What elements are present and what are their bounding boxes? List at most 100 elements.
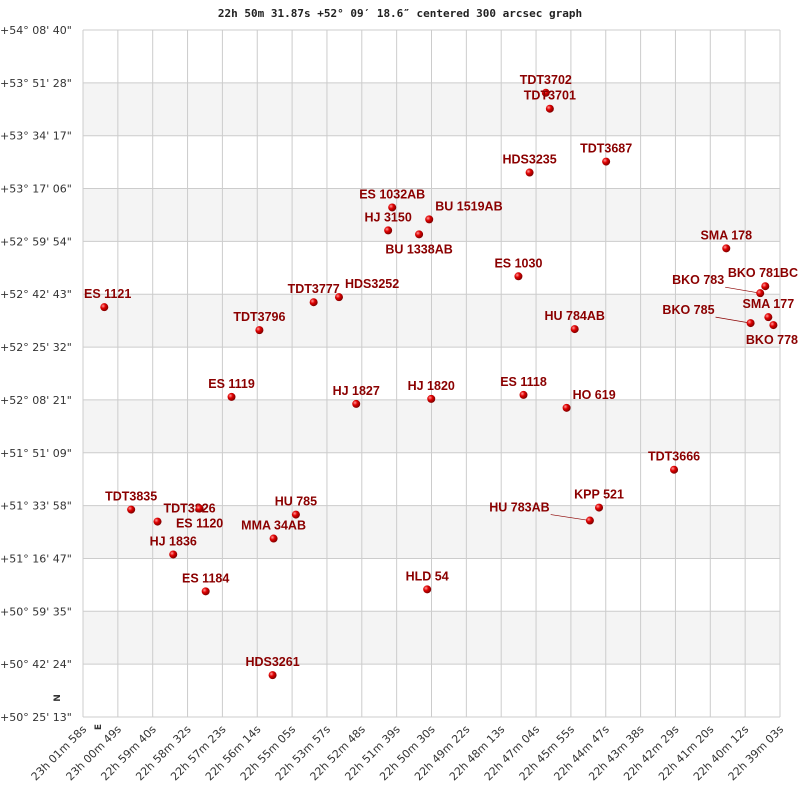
star-point[interactable]: ES 1120	[176, 504, 223, 531]
y-tick-label: +52° 25' 32"	[0, 341, 72, 354]
star-marker[interactable]	[562, 403, 571, 412]
star-point[interactable]: HO 619	[562, 388, 616, 412]
star-marker[interactable]	[427, 394, 436, 403]
star-point[interactable]: TDT3702	[520, 73, 572, 97]
star-label: HU 785	[275, 495, 317, 509]
star-point[interactable]: SMA 177	[743, 297, 795, 322]
star-marker[interactable]	[769, 321, 778, 330]
y-tick-label: +51° 16' 47"	[0, 552, 72, 565]
star-marker[interactable]	[722, 244, 731, 253]
y-tick-label: +53° 17' 06"	[0, 183, 72, 196]
star-marker[interactable]	[201, 587, 210, 596]
star-point[interactable]: ES 1119	[208, 377, 255, 401]
star-marker[interactable]	[153, 517, 162, 526]
star-point[interactable]: TDT3701	[524, 89, 576, 113]
star-label: HU 783AB	[489, 501, 549, 515]
star-marker[interactable]	[195, 504, 204, 513]
star-marker[interactable]	[334, 293, 343, 302]
star-point[interactable]: BKO 778	[746, 321, 798, 347]
star-marker[interactable]	[764, 313, 773, 322]
star-marker[interactable]	[595, 503, 604, 512]
star-marker[interactable]	[570, 325, 579, 334]
star-point[interactable]: TDT3687	[580, 142, 632, 166]
star-marker[interactable]	[514, 272, 523, 281]
star-marker[interactable]	[388, 203, 397, 212]
star-marker[interactable]	[525, 168, 534, 177]
y-tick-label: +53° 34' 17"	[0, 130, 72, 143]
star-marker[interactable]	[291, 510, 300, 519]
star-point[interactable]: BKO 785	[662, 303, 755, 328]
compass-north-label: N	[53, 694, 63, 702]
star-point[interactable]: BKO 781BC	[728, 266, 798, 291]
star-marker[interactable]	[268, 671, 277, 680]
label-leader-line	[725, 286, 761, 294]
star-point[interactable]: KPP 521	[574, 488, 624, 512]
star-marker[interactable]	[425, 215, 434, 224]
star-marker[interactable]	[602, 157, 611, 166]
star-marker[interactable]	[415, 230, 424, 239]
star-point[interactable]: MMA 34AB	[241, 519, 306, 543]
star-point[interactable]: TDT3666	[648, 450, 700, 474]
star-point[interactable]: BU 1338AB	[385, 230, 453, 256]
star-label: HJ 1827	[333, 384, 380, 398]
star-label: TDT3687	[580, 142, 632, 156]
star-point[interactable]: HU 783AB	[489, 501, 594, 525]
star-marker[interactable]	[352, 399, 361, 408]
star-point[interactable]: HJ 1827	[333, 384, 380, 408]
star-label: SMA 177	[743, 297, 795, 311]
star-label: TDT3777	[288, 282, 340, 296]
star-point[interactable]: ES 1121	[84, 287, 131, 312]
star-point[interactable]: HJ 1820	[408, 379, 455, 403]
star-label: TDT3826	[164, 502, 216, 516]
star-marker[interactable]	[545, 104, 554, 113]
star-point[interactable]: SMA 178	[700, 228, 752, 253]
star-label: ES 1032AB	[359, 187, 425, 201]
star-point[interactable]: TDT3796	[233, 310, 286, 335]
star-marker[interactable]	[100, 303, 109, 312]
star-point[interactable]: HLD 54	[406, 569, 449, 594]
star-label: HJ 1820	[408, 379, 455, 393]
star-point[interactable]: ES 1032AB	[359, 187, 425, 212]
star-point[interactable]: ES 1118	[500, 375, 547, 399]
star-point[interactable]: TDT3835	[105, 490, 157, 514]
star-point[interactable]: BKO 783	[672, 273, 765, 298]
y-tick-label: +51° 51' 09"	[0, 447, 72, 460]
star-marker[interactable]	[309, 298, 318, 307]
star-label: HDS3235	[502, 153, 556, 167]
star-marker[interactable]	[585, 516, 594, 525]
y-tick-label: +50° 42' 24"	[0, 658, 72, 671]
star-marker[interactable]	[255, 326, 264, 335]
star-marker[interactable]	[746, 319, 755, 328]
star-point[interactable]: ES 1030	[494, 256, 542, 281]
star-marker[interactable]	[384, 226, 393, 235]
label-leader-line	[715, 316, 751, 324]
chart-title: 22h 50m 31.87s +52° 09′ 18.6″ centered 3…	[218, 7, 582, 20]
star-point[interactable]: HJ 3150	[365, 210, 412, 235]
star-marker[interactable]	[761, 282, 770, 291]
star-point[interactable]: HDS3235	[502, 153, 557, 177]
star-marker[interactable]	[127, 505, 136, 514]
star-label: ES 1184	[182, 571, 229, 585]
star-point[interactable]: HDS3261	[245, 655, 300, 680]
star-point[interactable]: TDT3777	[288, 282, 340, 307]
star-point[interactable]: HU 785	[275, 495, 317, 519]
star-marker[interactable]	[169, 550, 178, 559]
star-marker[interactable]	[227, 392, 236, 401]
star-point[interactable]: HJ 1836	[150, 534, 197, 559]
star-label: TDT3796	[233, 310, 285, 324]
star-marker[interactable]	[423, 585, 432, 594]
star-marker[interactable]	[670, 465, 679, 474]
star-marker[interactable]	[519, 390, 528, 399]
star-label: BKO 785	[662, 303, 714, 317]
star-point[interactable]: TDT3826	[153, 502, 216, 526]
star-marker[interactable]	[269, 534, 278, 543]
y-tick-label: +51° 33' 58"	[0, 500, 72, 513]
star-point[interactable]: BU 1519AB	[425, 199, 503, 224]
star-label: HO 619	[573, 388, 616, 402]
star-point[interactable]: HDS3252	[334, 277, 399, 302]
star-point[interactable]: ES 1184	[182, 571, 229, 596]
star-marker[interactable]	[541, 88, 550, 97]
star-marker[interactable]	[756, 289, 765, 298]
star-point[interactable]: HU 784AB	[544, 309, 605, 334]
